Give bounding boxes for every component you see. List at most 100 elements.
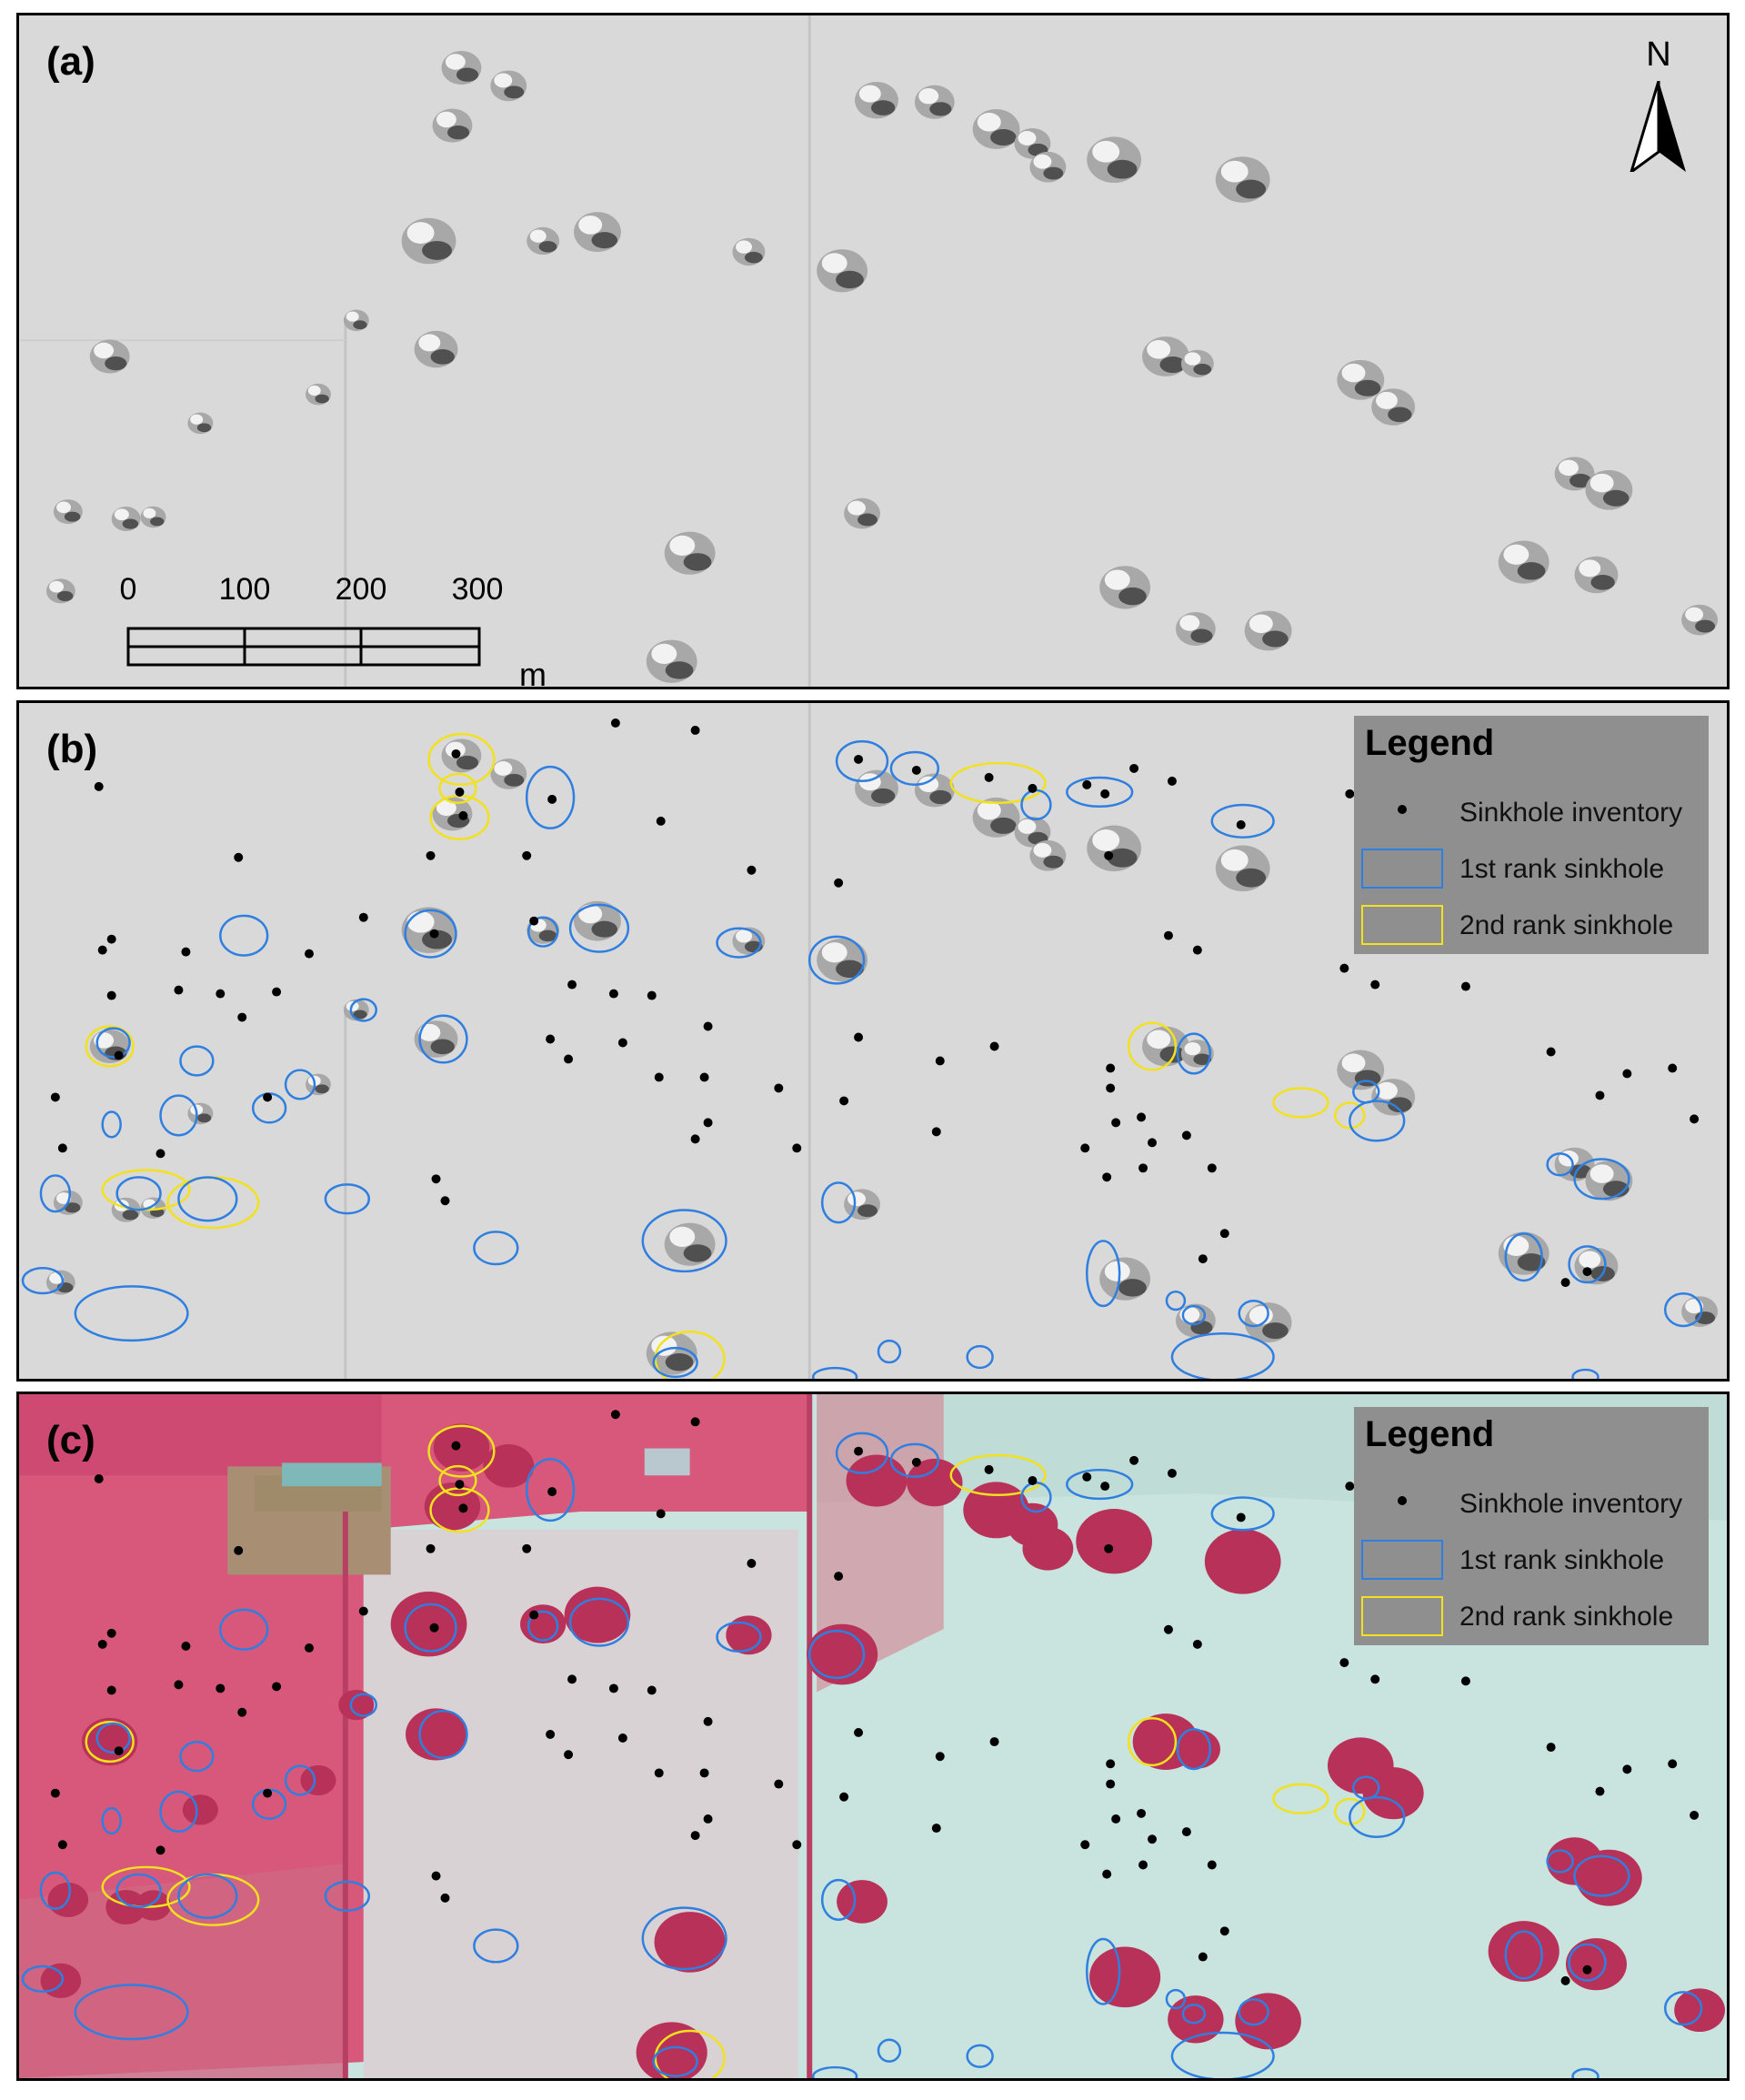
sinkhole-highlight <box>1220 160 1249 183</box>
sinkhole-shadow <box>1190 628 1213 643</box>
vegetated-sinkhole <box>1488 1921 1559 1982</box>
sinkhole-inventory-point <box>610 1410 620 1420</box>
sinkhole-shadow <box>504 85 525 99</box>
sinkhole-shadow <box>1517 562 1546 580</box>
first-rank-sinkhole-outline <box>652 2045 698 2077</box>
sinkhole-inventory-point <box>304 949 314 959</box>
panel-c-infrared-annotated: (c) Legend Sinkhole inventory 1st rank s… <box>16 1392 1730 2081</box>
first-rank-sinkhole-outline <box>219 1608 269 1651</box>
sinkhole-inventory-point <box>1104 850 1114 860</box>
first-rank-sinkhole-outline <box>1573 1158 1630 1201</box>
sinkhole-highlight <box>346 311 359 322</box>
first-rank-sinkhole-outline <box>284 1069 316 1100</box>
sinkhole-highlight <box>1147 1030 1171 1050</box>
sinkhole-inventory-point <box>1339 1658 1349 1668</box>
sinkhole-inventory-point <box>703 1021 713 1031</box>
sinkhole-highlight <box>529 229 547 243</box>
first-rank-sinkhole-outline <box>877 1339 902 1364</box>
sinkhole-shadow <box>990 128 1017 146</box>
sinkhole-shadow <box>1236 179 1267 199</box>
sinkhole-highlight <box>1590 1164 1614 1183</box>
first-rank-sinkhole-outline <box>95 1722 131 1754</box>
first-rank-sinkhole-outline <box>1086 1937 1121 2005</box>
first-rank-sinkhole-outline <box>877 2038 902 2063</box>
sinkhole-shadow <box>1107 159 1138 179</box>
first-rank-sinkhole-outline <box>404 909 457 959</box>
sinkhole-inventory-point <box>546 1730 556 1739</box>
sinkhole-inventory-point <box>1104 1543 1114 1553</box>
sinkhole-shadow <box>56 590 74 601</box>
sinkhole-inventory-point <box>1137 1112 1147 1122</box>
sinkhole-inventory-point <box>911 765 921 775</box>
sinkhole-highlight <box>1104 1261 1130 1281</box>
sinkhole-shadow <box>683 553 712 571</box>
sinkhole-inventory-point <box>774 1779 784 1789</box>
first-rank-sinkhole-outline <box>1349 1795 1406 1839</box>
legend-row-second-rank-c: 2nd rank sinkhole <box>1354 1593 1709 1640</box>
sinkhole-inventory-point <box>1622 1764 1632 1774</box>
first-rank-sinkhole-outline <box>324 1880 371 1912</box>
sinkhole-inventory-point <box>429 1623 439 1633</box>
sinkhole-inventory-point <box>106 1685 116 1695</box>
sinkhole-highlight <box>578 904 603 924</box>
sinkhole-inventory-point <box>174 985 184 995</box>
sinkhole-highlight <box>114 508 129 521</box>
sinkhole-inventory-point <box>216 989 226 999</box>
sinkhole-shadow <box>430 1039 455 1055</box>
sinkhole-highlight <box>436 799 456 817</box>
sinkhole-highlight <box>406 222 435 244</box>
sinkhole-inventory-point <box>426 850 436 860</box>
sinkhole-inventory-point <box>854 1446 864 1456</box>
first-rank-sinkhole-outline <box>115 1873 162 1908</box>
sinkhole-inventory-point <box>529 1610 539 1620</box>
sinkhole-inventory-point <box>1219 1229 1229 1239</box>
first-rank-sinkhole-outline <box>159 1094 198 1137</box>
sinkhole-inventory-point <box>654 1768 664 1778</box>
scale-bar-graphic <box>126 627 481 667</box>
sinkhole-shadow <box>836 270 864 289</box>
first-rank-sinkhole-outline <box>889 1442 940 1478</box>
sinkhole-inventory-point <box>747 865 757 875</box>
sinkhole-inventory-point <box>1198 1254 1208 1264</box>
sinkhole-inventory-point <box>1111 1118 1121 1128</box>
sinkhole-highlight <box>1249 614 1273 634</box>
sinkhole-inventory-point <box>931 1127 941 1137</box>
sinkhole-shadow <box>353 320 367 329</box>
sinkhole-inventory-point <box>1102 1172 1112 1182</box>
vegetated-sinkhole <box>105 1889 146 1925</box>
sinkhole-inventory-point <box>155 1845 165 1855</box>
sinkhole-inventory-point <box>1111 1814 1121 1824</box>
sinkhole-inventory-point <box>647 990 657 1000</box>
first-rank-sinkhole-outline <box>177 1873 238 1919</box>
sinkhole-highlight <box>445 54 466 70</box>
sinkhole-inventory-point <box>50 1788 60 1798</box>
first-rank-sinkhole-outline <box>101 1110 122 1139</box>
second-rank-sinkhole-outline <box>85 1025 135 1068</box>
sinkhole-shadow <box>150 517 165 527</box>
vegetated-sinkhole <box>837 1880 888 1924</box>
sinkhole-inventory-point <box>984 1464 994 1474</box>
sinkhole-inventory-point <box>654 1072 664 1082</box>
sinkhole-highlight <box>1104 569 1130 590</box>
first-rank-sinkhole-outline <box>418 1014 468 1064</box>
first-rank-sinkhole-outline <box>219 914 269 957</box>
sinkhole-shadow <box>538 929 557 942</box>
inventory-point-icon-c <box>1398 1496 1407 1505</box>
sinkhole-inventory-point <box>984 772 994 782</box>
sinkhole-shadow <box>1602 489 1630 507</box>
sinkhole-shadow <box>1043 855 1064 869</box>
sinkhole-inventory-point <box>1370 980 1380 990</box>
first-rank-sinkhole-outline <box>1165 1988 1187 2010</box>
sinkhole-inventory-point <box>1595 1090 1605 1100</box>
sinkhole-highlight <box>1184 1041 1201 1056</box>
sinkhole-shadow <box>1695 619 1716 633</box>
vegetated-sinkhole <box>1089 1946 1161 2008</box>
sinkhole-inventory-point <box>935 1752 945 1762</box>
sinkhole-inventory-point <box>429 929 439 939</box>
sinkhole-shadow <box>683 1244 712 1262</box>
panel-a-hillshade: (a) N 0 100 200 300 m <box>16 13 1730 689</box>
sinkhole-shadow <box>1262 630 1289 648</box>
vegetated-sinkhole <box>81 1717 138 1766</box>
sinkhole-inventory-point <box>1100 1482 1110 1492</box>
sinkhole-inventory-point <box>1236 819 1246 829</box>
